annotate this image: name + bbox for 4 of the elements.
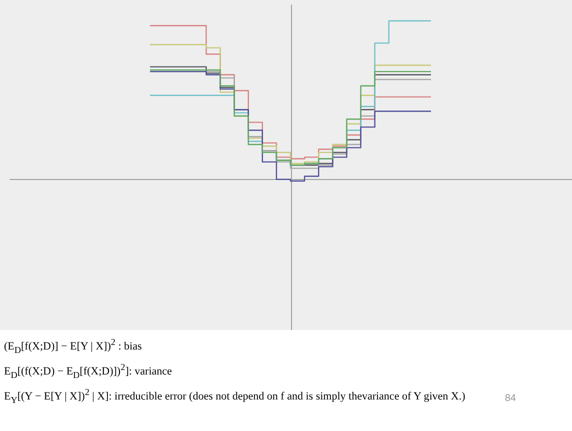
text: (E$_{D}$[f(X;D)] − E[Y | X])$^{2}$ : bias [4, 336, 143, 357]
text: E$_{D}$[(f(X;D) − E$_{D}$[f(X;D)])$^{2}$]: variance [4, 360, 173, 382]
text: E$_{Y}$[(Y − E[Y | X])$^{2}$ | X]: irreducible error (does not depend on f and is simply thevariance of Y given X.) [4, 386, 466, 405]
text: 84 [504, 392, 516, 406]
